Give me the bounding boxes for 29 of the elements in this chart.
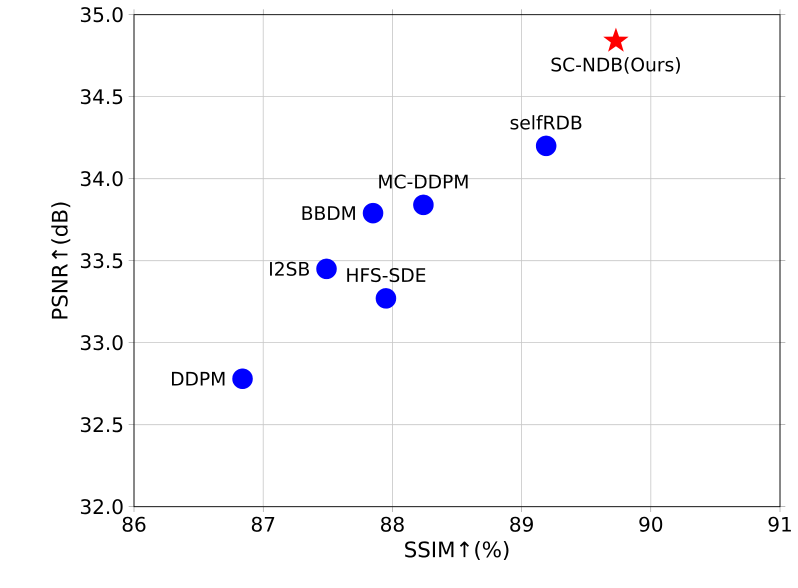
y-tick-label: 32.5 [80, 417, 122, 432]
x-tick-label: 91 [768, 516, 791, 532]
y-axis-title: PSNR↑(dB) [51, 202, 70, 319]
x-tick-label: 86 [122, 516, 146, 532]
annotation: I2SB [270, 262, 309, 276]
x-tick-label: 90 [639, 516, 662, 532]
x-tick-label: 88 [381, 516, 404, 532]
point [376, 288, 396, 309]
y-tick-label: 33.0 [80, 335, 123, 350]
x-axis-title: SSIM↑(%) [405, 540, 508, 560]
y-tick-label: 33.5 [80, 253, 122, 268]
y-tick-label: 32.0 [80, 499, 123, 514]
point [362, 202, 384, 224]
x-tick-label: 89 [510, 516, 533, 532]
annotation: selfRDB [510, 115, 582, 130]
annotation: DDPM [172, 372, 224, 386]
point [232, 368, 253, 390]
y-tick-label: 34.0 [80, 171, 123, 186]
point [536, 136, 556, 156]
annotation: BBDM [302, 206, 355, 220]
x-tick-label: 87 [252, 516, 274, 532]
y-tick-label: 34.5 [80, 89, 122, 104]
point [316, 258, 337, 280]
annotation: HFS-SDE [347, 268, 426, 282]
annotation: SC-NDB(Ours) [552, 57, 680, 74]
point [413, 194, 434, 216]
annotation: MC-DDPM [379, 174, 468, 189]
point [603, 28, 629, 52]
y-tick-label: 35.0 [80, 7, 123, 22]
